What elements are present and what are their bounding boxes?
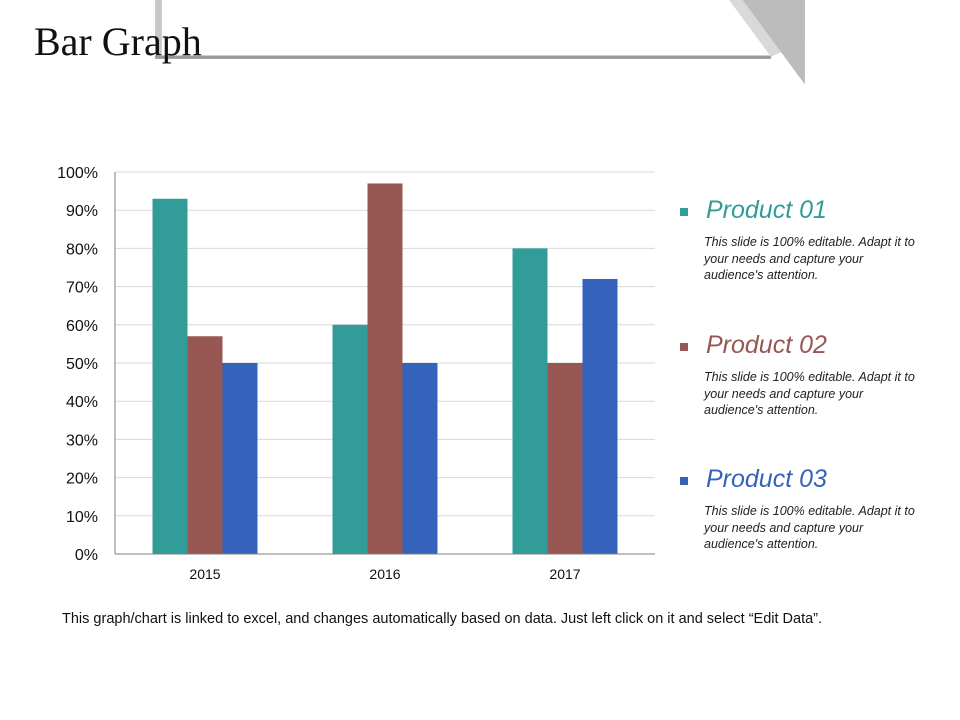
corner-decoration-dark xyxy=(742,0,805,85)
bar xyxy=(187,336,223,554)
y-tick-label: 20% xyxy=(66,471,98,488)
bar xyxy=(222,363,258,554)
y-tick-label: 80% xyxy=(66,241,98,258)
legend-marker-product-01 xyxy=(680,208,688,216)
bar xyxy=(152,198,188,555)
page-title: Bar Graph xyxy=(34,19,202,64)
bar-layer xyxy=(152,183,618,555)
legend-title-product-02: Product 02 xyxy=(706,331,827,359)
legend-desc-product-03: This slide is 100% editable. Adapt it to… xyxy=(704,504,915,551)
legend-desc-product-01: This slide is 100% editable. Adapt it to… xyxy=(704,235,915,282)
y-tick-label: 100% xyxy=(57,165,98,182)
axis-layer xyxy=(114,172,655,555)
legend-marker-product-02 xyxy=(680,343,688,351)
bar xyxy=(547,363,583,554)
y-tick-label: 10% xyxy=(66,509,98,526)
label-layer: 0% 10% 20% 30% 40% 50% 60% 70% 80% 90% 100% 2015 201… xyxy=(57,165,581,582)
legend-title-product-03: Product 03 xyxy=(706,465,827,493)
bar xyxy=(367,183,403,554)
header-left-stripe xyxy=(155,0,162,57)
x-tick-label: 2017 xyxy=(549,566,580,582)
x-tick-label: 2016 xyxy=(369,566,400,582)
y-tick-label: 30% xyxy=(66,432,98,449)
y-tick-label: 60% xyxy=(66,318,98,335)
legend-desc-product-02: This slide is 100% editable. Adapt it to… xyxy=(704,370,915,417)
legend-title-product-01: Product 01 xyxy=(706,196,827,224)
bar xyxy=(512,248,548,554)
bar xyxy=(582,278,618,554)
bar xyxy=(402,363,438,554)
y-tick-label: 0% xyxy=(75,547,98,564)
x-tick-label: 2015 xyxy=(189,566,220,582)
y-tick-label: 40% xyxy=(66,394,98,411)
footnote: This graph/chart is linked to excel, and… xyxy=(62,611,823,627)
y-tick-label: 50% xyxy=(66,356,98,373)
legend-marker-product-03 xyxy=(680,477,688,485)
bar xyxy=(332,324,368,554)
header-background xyxy=(155,0,805,85)
bar-chart: 0% 10% 20% 30% 40% 50% 60% 70% 80% 90% 100% 2015 201… xyxy=(57,165,655,582)
header-bottom-stripe xyxy=(155,55,772,59)
y-tick-label: 90% xyxy=(66,203,98,220)
y-tick-label: 70% xyxy=(66,280,98,297)
